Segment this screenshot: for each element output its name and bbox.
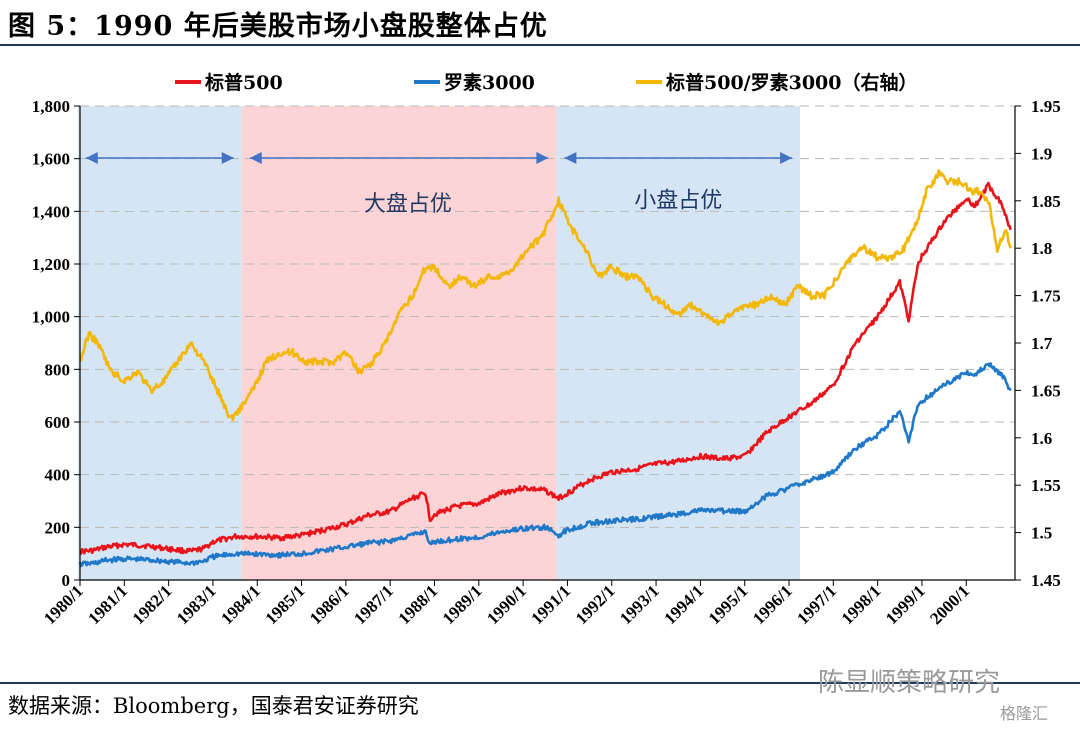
right-tick-label: 1.95: [1031, 97, 1061, 116]
shaded-region-1: [241, 106, 557, 580]
legend-label-0: 标普500: [205, 71, 283, 94]
period-arrows: [85, 152, 793, 164]
right-axis-ticks: 1.45 1.5 1.55 1.6 1.65 1.7 1.75 1.8 1.85 1.9 1.95: [1015, 97, 1061, 590]
left-axis-ticks: 0 200 400 600 800 1,000 1,200 1,400 1,600 1,800: [32, 97, 80, 590]
x-tick-label: 2000/1: [926, 581, 973, 628]
x-tick-label: 1987/1: [350, 581, 397, 628]
annotations: 大盘占优 小盘占优: [364, 188, 722, 217]
annotation-0: 大盘占优: [364, 192, 452, 217]
arrow-head-left: [564, 152, 577, 164]
series-line-1: [78, 362, 1012, 568]
left-tick-label: 400: [45, 466, 71, 485]
x-tick-label: 1999/1: [882, 581, 929, 628]
left-tick-label: 800: [45, 360, 71, 379]
right-tick-label: 1.6: [1031, 429, 1052, 448]
x-tick-label: 1985/1: [262, 581, 309, 628]
arrow-head-right: [221, 152, 234, 164]
x-tick-label: 1992/1: [572, 581, 619, 628]
arrow-head-left: [85, 152, 98, 164]
left-tick-label: 1,000: [32, 308, 70, 327]
x-tick-label: 1986/1: [306, 581, 353, 628]
x-tick-label: 1990/1: [483, 581, 530, 628]
left-tick-label: 1,200: [32, 255, 70, 274]
x-tick-label: 1989/1: [439, 581, 486, 628]
right-tick-label: 1.7: [1031, 334, 1053, 353]
arrow-head-right: [536, 152, 549, 164]
left-tick-label: 1,800: [32, 97, 70, 116]
shaded-regions: [77, 106, 801, 580]
title-divider: [0, 44, 1080, 46]
arrow-head-left: [249, 152, 262, 164]
footer-divider: [0, 682, 1080, 684]
x-tick-label: 1991/1: [527, 581, 574, 628]
right-tick-label: 1.65: [1031, 381, 1061, 400]
right-tick-label: 1.8: [1031, 239, 1052, 258]
legend-label-1: 罗素3000: [444, 71, 535, 94]
left-tick-label: 1,600: [32, 150, 70, 169]
right-tick-label: 1.55: [1031, 476, 1061, 495]
x-axis-ticks: 1980/11981/11982/11983/11984/11985/11986…: [40, 580, 973, 628]
x-tick-label: 1995/1: [705, 581, 752, 628]
arrow-head-right: [780, 152, 793, 164]
left-tick-label: 200: [45, 518, 71, 537]
x-tick-label: 1982/1: [129, 581, 176, 628]
watermark: 陈显顺策略研究: [818, 668, 1001, 698]
left-tick-label: 0: [62, 571, 71, 590]
right-tick-label: 1.9: [1031, 144, 1052, 163]
left-tick-label: 600: [45, 413, 71, 432]
x-tick-label: 1981/1: [84, 581, 131, 628]
right-tick-label: 1.75: [1031, 287, 1061, 306]
source-note: 数据来源：Bloomberg，国泰君安证券研究: [8, 694, 419, 718]
x-tick-label: 1983/1: [173, 581, 220, 628]
x-tick-label: 1993/1: [616, 581, 663, 628]
shaded-region-0: [77, 106, 242, 580]
x-tick-label: 1984/1: [217, 581, 264, 628]
watermark-logo: 格隆汇: [1000, 704, 1049, 723]
legend-label-2: 标普500/罗素3000（右轴）: [666, 71, 917, 94]
right-tick-label: 1.45: [1031, 571, 1061, 590]
series-line-2: [79, 169, 1012, 422]
shaded-region-2: [556, 106, 801, 580]
x-tick-label: 1994/1: [660, 581, 707, 628]
left-tick-label: 1,400: [32, 202, 70, 221]
right-tick-label: 1.5: [1031, 524, 1052, 543]
series-lines: [78, 169, 1012, 568]
right-tick-label: 1.85: [1031, 192, 1061, 211]
x-tick-label: 1988/1: [394, 581, 441, 628]
x-tick-label: 1997/1: [793, 581, 840, 628]
legend: 标普500 罗素3000 标普500/罗素3000（右轴）: [175, 71, 917, 94]
annotation-1: 小盘占优: [634, 188, 722, 213]
page-title: 图 5：1990 年后美股市场小盘股整体占优: [8, 11, 548, 42]
x-tick-label: 1998/1: [838, 581, 885, 628]
x-tick-label: 1996/1: [749, 581, 796, 628]
series-line-0: [79, 181, 1012, 555]
